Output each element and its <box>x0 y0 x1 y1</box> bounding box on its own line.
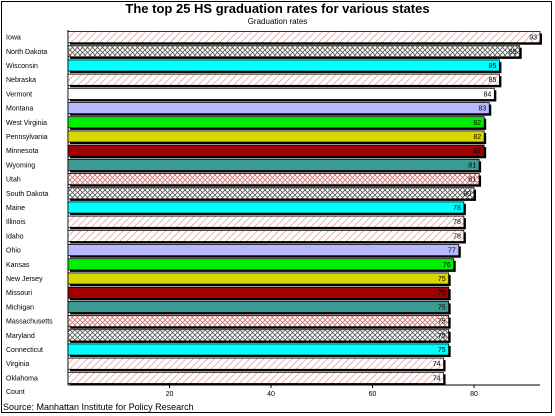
category-label: Missouri <box>6 290 33 297</box>
bar <box>67 272 450 285</box>
data-label: 78 <box>453 233 461 240</box>
x-axis-label: Count <box>6 389 25 396</box>
data-label: 85 <box>489 63 497 70</box>
data-label: 74 <box>433 375 441 382</box>
data-label: 75 <box>438 319 446 326</box>
category-label: North Dakota <box>6 49 47 56</box>
category-label: Wisconsin <box>6 63 38 70</box>
chart-title: The top 25 HS graduation rates for vario… <box>125 1 430 16</box>
data-label: 89 <box>509 49 517 56</box>
category-label: Iowa <box>6 35 21 42</box>
category-label: Nebraska <box>6 77 36 84</box>
data-label: 75 <box>438 304 446 311</box>
bar <box>67 158 480 171</box>
chart-subtitle: Graduation rates <box>247 17 308 26</box>
data-label: 85 <box>489 77 497 84</box>
bar <box>67 215 465 228</box>
category-label: Michigan <box>6 304 34 311</box>
bar <box>67 187 475 200</box>
bar <box>67 102 490 115</box>
bar <box>67 371 444 384</box>
bar <box>67 87 495 100</box>
category-label: Illinois <box>6 219 26 226</box>
category-label: Vermont <box>6 91 32 98</box>
data-label: 84 <box>484 91 492 98</box>
bar <box>67 357 444 370</box>
category-label: Ohio <box>6 248 21 255</box>
data-label: 81 <box>468 177 476 184</box>
category-label: Montana <box>6 106 33 113</box>
data-label: 75 <box>438 290 446 297</box>
data-label: 76 <box>443 262 451 269</box>
bar <box>67 144 485 157</box>
category-label: Minnesota <box>6 148 38 155</box>
bar <box>67 130 485 143</box>
data-label: 75 <box>438 347 446 354</box>
data-label: 75 <box>438 276 446 283</box>
bar <box>67 315 450 328</box>
category-label: West Virginia <box>6 120 47 127</box>
category-label: Kansas <box>6 262 30 269</box>
data-label: 81 <box>468 162 476 169</box>
data-label: 80 <box>463 191 471 198</box>
x-tick-label: 20 <box>166 391 174 398</box>
bar <box>67 300 450 313</box>
category-label: Connecticut <box>6 347 43 354</box>
category-label: Massachusetts <box>6 319 53 326</box>
bar <box>67 173 480 186</box>
bar <box>67 116 485 129</box>
bar <box>67 229 465 242</box>
category-label: Pennsylvania <box>6 134 48 141</box>
category-label: Utah <box>6 177 21 184</box>
category-label: Maryland <box>6 333 35 340</box>
data-label: 78 <box>453 205 461 212</box>
category-label: New Jersey <box>6 276 43 283</box>
category-label: Wyoming <box>6 162 35 169</box>
data-label: 77 <box>448 248 456 255</box>
data-label: 82 <box>473 120 481 127</box>
data-label: 93 <box>529 35 537 42</box>
bar <box>67 59 500 72</box>
bar <box>67 31 541 44</box>
bar <box>67 258 455 271</box>
x-tick-label: 80 <box>470 391 478 398</box>
bar <box>67 329 450 342</box>
category-label: Oklahoma <box>6 375 38 382</box>
x-tick-label: 60 <box>369 391 377 398</box>
data-label: 82 <box>473 148 481 155</box>
bar <box>67 45 521 58</box>
bar <box>67 244 460 257</box>
x-tick-label: 40 <box>267 391 275 398</box>
data-label: 75 <box>438 333 446 340</box>
bar <box>67 286 450 299</box>
bar <box>67 73 500 86</box>
data-label: 82 <box>473 134 481 141</box>
category-label: Maine <box>6 205 25 212</box>
category-label: South Dakota <box>6 191 49 198</box>
data-label: 78 <box>453 219 461 226</box>
source-note: Source: Manhattan Institute for Policy R… <box>3 402 194 412</box>
data-label: 74 <box>433 361 441 368</box>
category-label: Virginia <box>6 361 29 368</box>
category-label: Idaho <box>6 233 24 240</box>
data-label: 83 <box>478 106 486 113</box>
bar <box>67 201 465 214</box>
bar <box>67 343 450 356</box>
